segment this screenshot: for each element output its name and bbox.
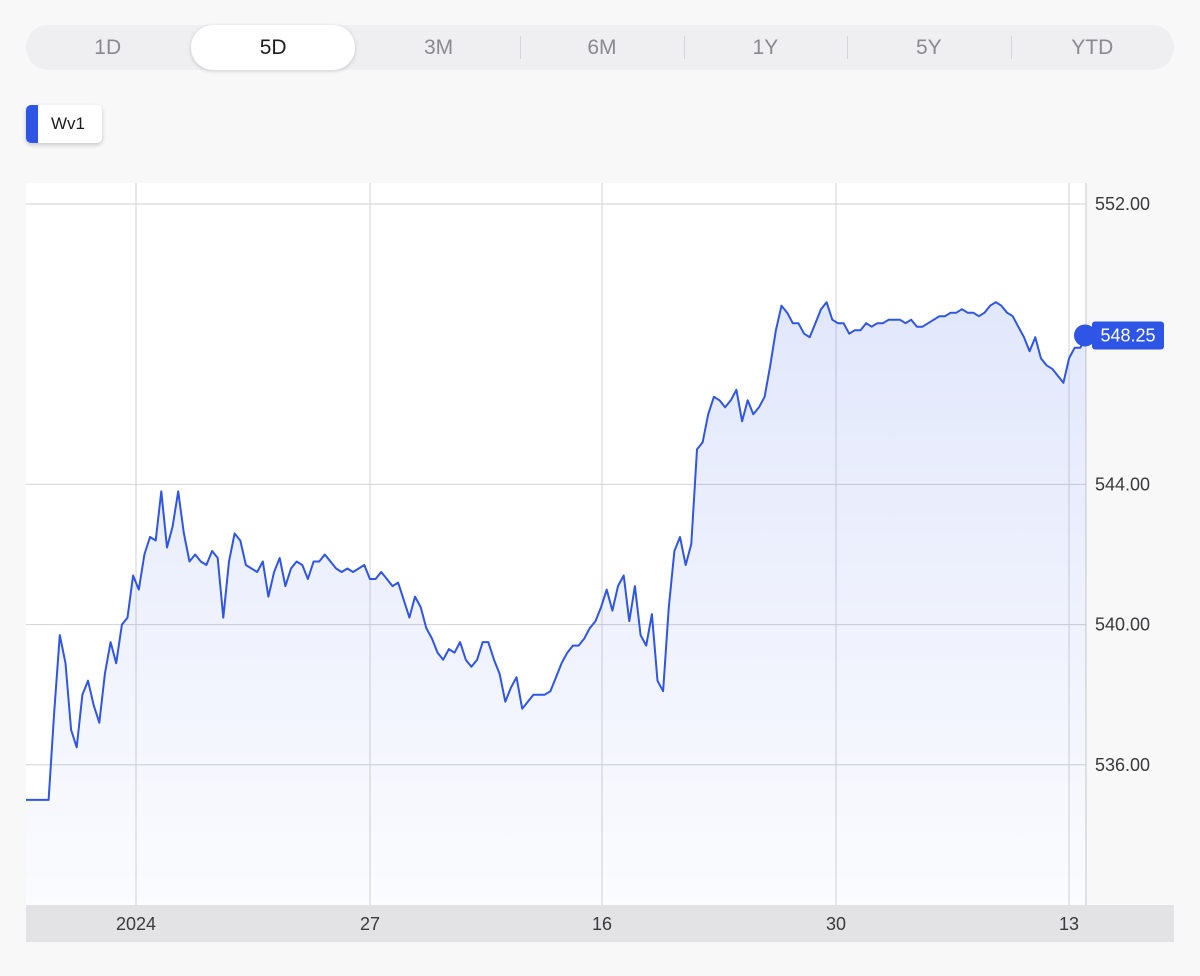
series-area-wv1	[26, 302, 1086, 905]
x-tick-label: 27	[360, 914, 380, 934]
current-price-label: 548.25	[1100, 325, 1155, 345]
current-price-tag	[1092, 321, 1164, 350]
range-selector: 1D 5D 3M 6M 1Y 5Y YTD	[26, 25, 1174, 70]
range-tab-3m[interactable]: 3M	[423, 35, 454, 59]
y-tick-label: 540.00	[1095, 615, 1150, 635]
x-tick-label: 30	[826, 914, 846, 934]
y-tick-label: 536.00	[1095, 755, 1150, 775]
x-axis-band	[26, 905, 1174, 942]
x-tick-label: 13	[1059, 914, 1079, 934]
y-tick-label: 552.00	[1095, 194, 1150, 214]
series-line-wv1	[26, 301, 1087, 801]
range-tab-ytd[interactable]: YTD	[1010, 25, 1174, 70]
range-tab-1d[interactable]: 1D	[94, 35, 122, 59]
range-tab-5y[interactable]: 5Y	[847, 25, 1010, 70]
legend-label: Wv1	[51, 114, 85, 133]
y-tick-label: 544.00	[1095, 474, 1150, 494]
range-tab-6m[interactable]: 6M	[520, 25, 683, 70]
range-tab-5d[interactable]: 5D	[191, 25, 355, 70]
x-tick-label: 16	[592, 914, 612, 934]
legend-chip[interactable]: Wv1	[26, 105, 102, 143]
range-tab-1y[interactable]: 1Y	[683, 25, 847, 70]
x-tick-label: 2024	[116, 914, 156, 934]
current-price-marker	[1074, 324, 1096, 347]
legend-swatch	[26, 105, 38, 143]
